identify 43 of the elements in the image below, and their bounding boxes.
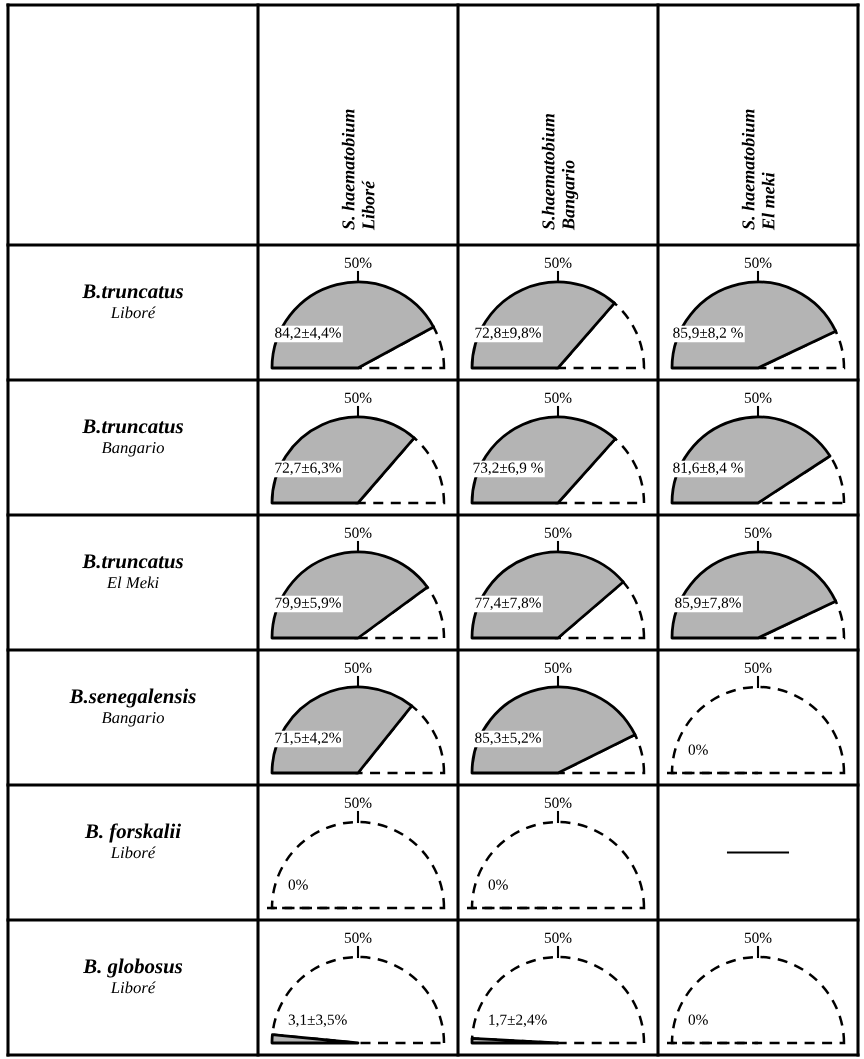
text: 72,8±9,8% xyxy=(475,327,541,341)
text: 50% xyxy=(544,932,572,943)
text: 50% xyxy=(744,527,772,538)
text: 50% xyxy=(344,797,372,808)
text: 50% xyxy=(544,662,572,673)
category-label: B. globosus Liboré xyxy=(83,958,183,994)
text: 77,4±7,8% xyxy=(475,597,541,611)
category-label: B.truncatus Liboré xyxy=(82,284,184,319)
text: 50% xyxy=(344,392,372,403)
category-label: S. haematobium Liboré xyxy=(341,109,375,231)
category-label: S.haematobium Bangario xyxy=(541,113,579,231)
text: 50% xyxy=(544,257,572,268)
text: 50% xyxy=(544,392,572,403)
text: 50% xyxy=(344,257,372,268)
text: 85,9±7,8% xyxy=(675,597,741,611)
text: 0% xyxy=(488,879,508,890)
category-label: S. haematobium El meki xyxy=(741,109,775,231)
text: 50% xyxy=(344,662,372,673)
text: 50% xyxy=(744,392,772,403)
text: 0% xyxy=(688,1014,708,1025)
text: 50% xyxy=(744,662,772,673)
text: 85,3±5,2% xyxy=(475,732,541,746)
text: 72,7±6,3% xyxy=(275,462,341,476)
text: 50% xyxy=(544,797,572,808)
text: 85,9±8,2 % xyxy=(673,327,743,341)
text: 50% xyxy=(344,932,372,943)
text: 50% xyxy=(344,527,372,538)
text: 3,1±3,5% xyxy=(288,1014,347,1028)
text: 50% xyxy=(744,932,772,943)
text: 50% xyxy=(744,257,772,268)
text: 73,2±6,9 % xyxy=(473,462,543,476)
text: 84,2±4,4% xyxy=(275,327,341,341)
category-label: B.truncatus Bangario xyxy=(82,419,184,457)
category-label: B. forskalii Liboré xyxy=(84,823,181,859)
text: 0% xyxy=(688,744,708,755)
text: 79,9±5,9% xyxy=(275,597,341,611)
text: 71,5±4,2% xyxy=(275,732,341,746)
text: 50% xyxy=(544,527,572,538)
text: 1,7±2,4% xyxy=(489,1014,547,1028)
text: 81,6±8,4 % xyxy=(673,462,743,476)
category-label: B.senegalensis Bangario xyxy=(69,688,196,727)
text: 0% xyxy=(288,879,308,890)
category-label: B.truncatus El Meki xyxy=(82,554,184,589)
